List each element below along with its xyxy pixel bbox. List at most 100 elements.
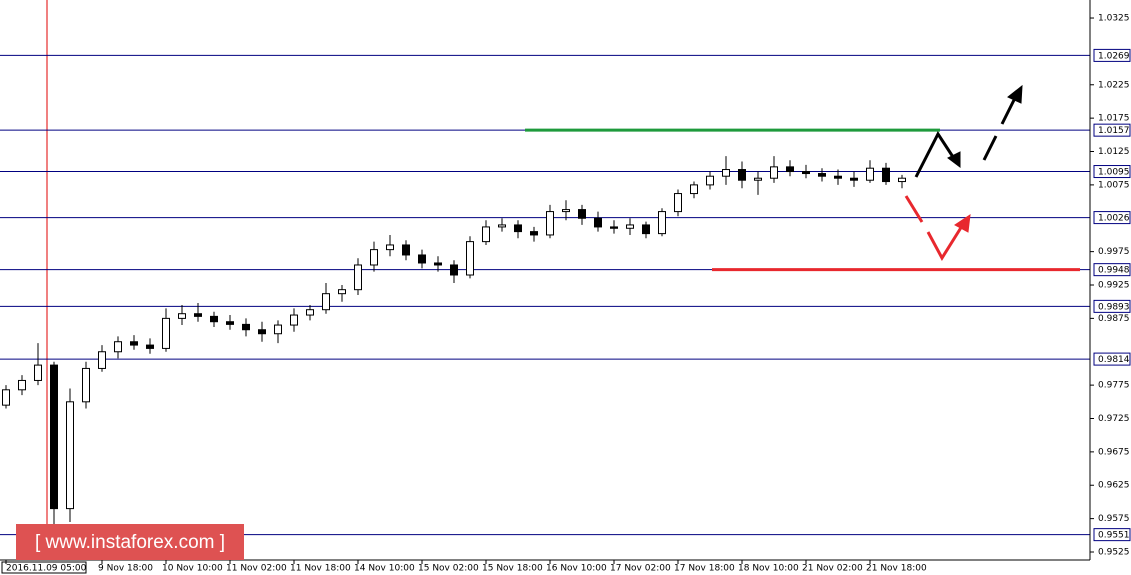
candle-body: [786, 166, 794, 173]
level-label: 0.9893: [1098, 302, 1130, 312]
candle-body: [162, 317, 170, 349]
level-label: 1.0269: [1098, 51, 1130, 61]
candle-body: [482, 226, 490, 243]
level-box: [1093, 211, 1131, 225]
candle-body: [866, 167, 874, 181]
level-label: 1.0026: [1098, 214, 1130, 224]
candle-body: [386, 244, 394, 251]
candle-body: [434, 262, 442, 266]
y-tick-label: 0.9525: [1098, 547, 1130, 557]
y-tick-label: 0.9725: [1098, 414, 1130, 424]
level-box: [1093, 528, 1131, 542]
x-tick-label: 17 Nov 18:00: [674, 564, 735, 574]
candle-body: [258, 329, 266, 335]
candle-body: [82, 367, 90, 403]
candle-body: [802, 171, 810, 175]
candle-body: [706, 175, 714, 186]
level-box: [1093, 352, 1131, 366]
candle-body: [210, 315, 218, 323]
y-tick-label: 0.9975: [1098, 247, 1130, 257]
candle-body: [610, 226, 618, 229]
axis-labels: 1.0325 1.0225 1.0175 1.0125 1.0075 0.9975 0.99…: [1, 14, 1131, 574]
arrow-down-up: [926, 225, 964, 261]
level-label: 0.9948: [1098, 266, 1130, 276]
x-tick-label: 16 Nov 10:00: [546, 564, 607, 574]
candle-body: [642, 224, 650, 235]
arrow-head: [947, 151, 961, 168]
candle-body: [178, 313, 186, 319]
level-box: [1093, 165, 1131, 179]
y-tick-label: 1.0325: [1098, 14, 1130, 24]
candle-body: [322, 293, 330, 311]
candle-body: [98, 351, 106, 369]
candle-body: [242, 323, 250, 331]
candle-body: [34, 364, 42, 381]
x-tick-label: 21 Nov 02:00: [802, 564, 863, 574]
candle-body: [594, 217, 602, 228]
x-label-box: [1, 561, 87, 574]
candle-body: [370, 249, 378, 266]
candle-body: [114, 341, 122, 353]
candle-body: [450, 264, 458, 276]
x-tick-label: 21 Nov 18:00: [866, 564, 927, 574]
candle-body: [674, 193, 682, 213]
candle-body: [770, 166, 778, 179]
candle-body: [626, 224, 634, 229]
candle-body: [402, 244, 410, 256]
candle-body: [850, 177, 858, 181]
candle-body: [562, 209, 570, 213]
x-tick-label: 17 Nov 02:00: [610, 564, 671, 574]
arrow-dash: [1000, 99, 1016, 125]
candle-body: [2, 389, 10, 406]
level-box: [1093, 263, 1131, 277]
arrow-head: [954, 213, 971, 233]
candle-body: [754, 177, 762, 181]
arrow-dash: [904, 195, 924, 223]
y-tick-label: 0.9775: [1098, 381, 1130, 391]
candle-body: [834, 175, 842, 179]
y-tick-label: 0.9925: [1098, 281, 1130, 291]
x-tick-label: 15 Nov 02:00: [418, 564, 479, 574]
candle-body: [530, 231, 538, 236]
y-tick-label: 1.0175: [1098, 114, 1130, 124]
candle-body: [274, 324, 282, 335]
candle-body: [498, 224, 506, 228]
level-box: [1093, 123, 1131, 137]
level-box: [1093, 299, 1131, 313]
candle-body: [882, 167, 890, 183]
level-label: 1.0095: [1098, 168, 1130, 178]
watermark-box: [16, 524, 244, 560]
candle-body: [898, 177, 906, 183]
y-tick-label: 0.9875: [1098, 314, 1130, 324]
candle-body: [226, 321, 234, 325]
candles: [2, 156, 906, 539]
level-box: [1093, 48, 1131, 62]
y-tick-label: 1.0075: [1098, 180, 1130, 190]
level-label: 1.0157: [1098, 126, 1130, 136]
candle-body: [690, 184, 698, 195]
candle-body: [194, 313, 202, 317]
candle-body: [50, 364, 58, 510]
candle-body: [546, 211, 554, 236]
candle-body: [18, 379, 26, 391]
x-tick-label: 18 Nov 10:00: [738, 564, 799, 574]
candle-body: [658, 211, 666, 235]
candle-body: [66, 401, 74, 510]
y-tick-label: 1.0125: [1098, 147, 1130, 157]
x-tick-label: 15 Nov 18:00: [482, 564, 543, 574]
x-tick-label: 14 Nov 10:00: [354, 564, 415, 574]
y-tick-label: 0.9575: [1098, 514, 1130, 524]
y-tick-label: 1.0225: [1098, 80, 1130, 90]
candle-body: [146, 344, 154, 349]
candle-body: [354, 264, 362, 291]
arrow-up-down: [914, 131, 957, 178]
arrow-dash: [982, 135, 998, 161]
watermark: [ www.instaforex.com ]: [35, 532, 225, 553]
candle-body: [722, 169, 730, 177]
arrow-head: [1007, 84, 1023, 104]
forecast-arrows: [904, 84, 1023, 261]
candle-body: [306, 309, 314, 316]
candle-body: [290, 314, 298, 326]
